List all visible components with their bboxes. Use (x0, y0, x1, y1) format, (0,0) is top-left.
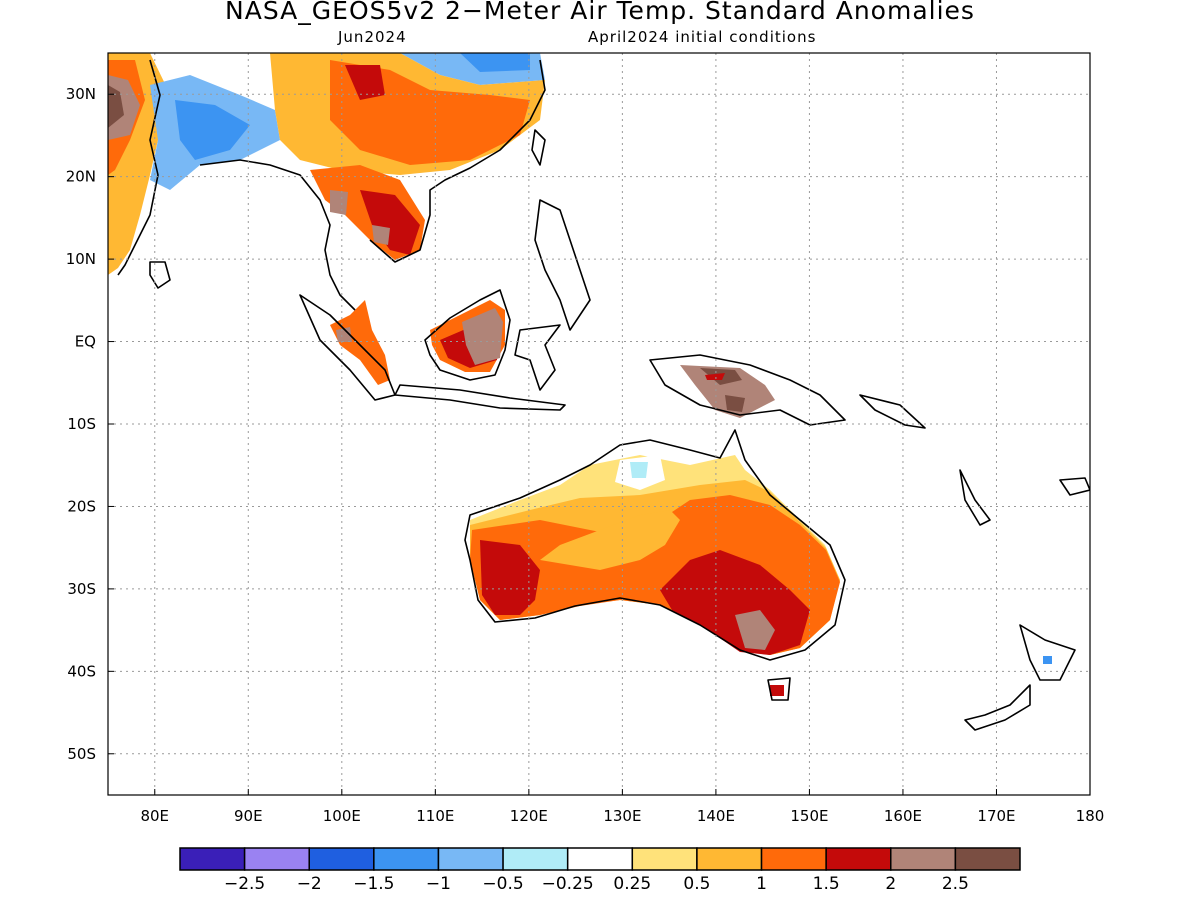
coast-vanuatu (959, 469, 991, 526)
coast-sulawesi (514, 324, 561, 391)
colorbar-swatch (179, 847, 246, 871)
lat-tick-label: 40S (67, 662, 96, 680)
shade-png-dark2 (725, 395, 745, 412)
colorbar-label: 1 (756, 874, 767, 894)
lat-tick-label: 20N (66, 168, 96, 186)
colorbar-label: 0.25 (613, 874, 651, 894)
valid-month-label: Jun2024 (338, 28, 407, 46)
colorbar-swatch (825, 847, 892, 871)
lat-tick-label: 30N (66, 85, 96, 103)
coast-india (117, 59, 161, 276)
colorbar-swatch (308, 847, 375, 871)
colorbar-swatch (760, 847, 827, 871)
lon-tick-label: 130E (603, 807, 641, 825)
colorbar-swatch (243, 847, 310, 871)
colorbar: −2.5 −2 −1.5 −1 −0.5 −0.25 0.25 0.5 1 1.5 2 2.5 (179, 847, 1021, 894)
lon-tick-label: 160E (884, 807, 922, 825)
lat-tick-label: 50S (67, 745, 96, 763)
colorbar-label: 0.5 (683, 874, 710, 894)
colorbar-swatch (696, 847, 763, 871)
chart-title: NASA_GEOS5v2 2−Meter Air Temp. Standard … (225, 0, 975, 25)
coast-solomons (859, 394, 926, 429)
shade-aus-red-west (480, 540, 540, 615)
shade-indochina-brown (330, 190, 348, 215)
shade-north-blue (460, 53, 530, 72)
coast-australia (464, 429, 846, 661)
colorbar-swatch (631, 847, 698, 871)
shade-indochina-red (360, 190, 420, 255)
shade-tasmania (770, 685, 784, 696)
coast-taiwan (531, 129, 546, 166)
colorbar-label: 2 (885, 874, 896, 894)
shade-sumatra-warm (330, 300, 390, 385)
lon-tick-label: 110E (416, 807, 454, 825)
colorbar-swatch (373, 847, 440, 871)
lon-tick-label: 100E (323, 807, 361, 825)
lon-tick-label: 150E (790, 807, 828, 825)
shade-aus-cool-blue (630, 462, 648, 478)
axis-tick-labels: 30N 20N 10N EQ 10S 20S 30S 40S 50S 80E 90E 100E 110E… (66, 85, 1105, 825)
coast-asia-mainland (199, 59, 546, 311)
lat-tick-label: 10N (66, 250, 96, 268)
colorbar-swatch (954, 847, 1021, 871)
colorbar-swatch (890, 847, 957, 871)
shade-india-darkbrown (108, 85, 124, 128)
initial-conditions-label: April2024 initial conditions (588, 28, 817, 46)
shade-indochina-brown2 (372, 225, 390, 245)
colorbar-label: −0.25 (542, 874, 594, 894)
coastlines (117, 59, 1090, 731)
coast-tasmania (767, 677, 791, 701)
lat-tick-label: 20S (67, 497, 96, 515)
lon-tick-label: 80E (140, 807, 169, 825)
colorbar-label: −0.5 (482, 874, 523, 894)
coast-java (394, 384, 566, 411)
shade-png-brown (680, 365, 775, 418)
lon-tick-label: 120E (510, 807, 548, 825)
shade-china-red (345, 65, 385, 100)
colorbar-label: −2 (297, 874, 322, 894)
colorbar-label: −2.5 (224, 874, 265, 894)
colorbar-label: −1 (426, 874, 451, 894)
lat-tick-label: 10S (67, 415, 96, 433)
lon-tick-label: 180 (1076, 807, 1105, 825)
colorbar-label: −1.5 (353, 874, 394, 894)
coast-nz-south (964, 684, 1031, 731)
colorbar-swatch (566, 847, 634, 871)
colorbar-swatch (502, 847, 569, 871)
shade-sumatra-brown (336, 327, 352, 342)
lat-tick-label: 30S (67, 580, 96, 598)
coast-nz-north (1019, 624, 1076, 681)
coast-borneo (424, 289, 511, 381)
shade-nz-blue (1043, 656, 1052, 664)
shade-himalaya-blue (175, 100, 250, 160)
anomaly-shading (108, 53, 1052, 696)
lon-tick-label: 90E (234, 807, 263, 825)
coast-newguinea (649, 354, 846, 426)
shade-aus-brown-se (735, 610, 775, 650)
coast-srilanka (149, 261, 171, 289)
shade-aus-warm-mid (540, 510, 680, 570)
gridlines (108, 53, 1090, 795)
lon-tick-label: 170E (977, 807, 1015, 825)
colorbar-swatch (437, 847, 504, 871)
shade-png-red (705, 373, 725, 380)
lon-tick-label: 140E (697, 807, 735, 825)
lat-tick-label: EQ (75, 333, 96, 351)
coast-fiji (1059, 477, 1090, 496)
coast-philippines (534, 199, 591, 331)
colorbar-label: 2.5 (942, 874, 969, 894)
colorbar-label: 1.5 (813, 874, 840, 894)
shade-borneo-brown (462, 308, 503, 365)
